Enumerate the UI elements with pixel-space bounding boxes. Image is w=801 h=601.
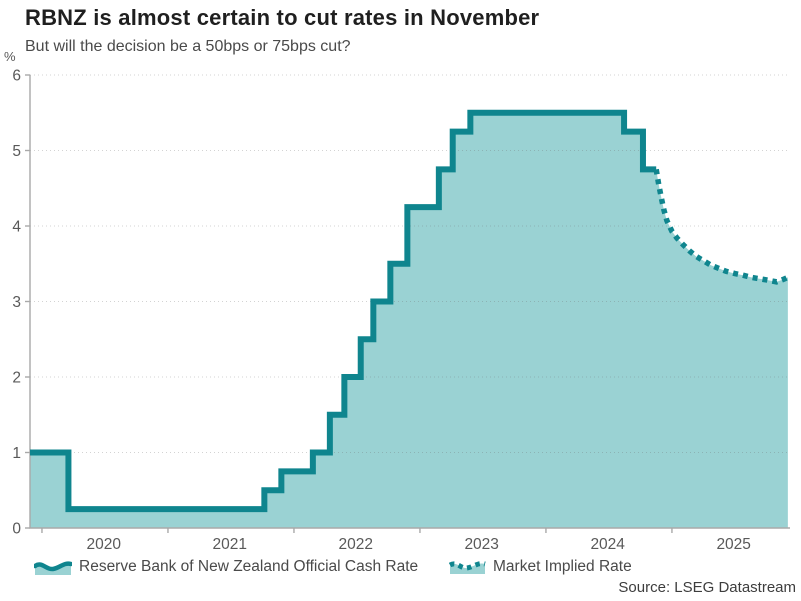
legend-label-ocr: Reserve Bank of New Zealand Official Cas…	[79, 558, 419, 575]
market-implied-dotted-line	[653, 168, 789, 285]
y-tick-label: 1	[12, 445, 21, 462]
legend-label-implied: Market Implied Rate	[493, 558, 632, 575]
implied-series-swatch-icon	[449, 561, 486, 574]
x-tick-label: 2021	[212, 536, 246, 553]
x-tick-label: 2020	[86, 536, 121, 553]
y-tick-label: 0	[12, 521, 21, 538]
y-tick-label: 4	[12, 219, 21, 236]
y-tick-label: 2	[12, 370, 21, 387]
chart-subtitle: But will the decision be a 50bps or 75bp…	[25, 38, 351, 55]
y-tick-label: 3	[12, 294, 21, 311]
ocr-step-line	[30, 109, 657, 513]
legend-item-implied: Market Implied Rate	[449, 557, 632, 577]
source-credit: Source: LSEG Datastream	[618, 579, 796, 596]
chart-title: RBNZ is almost certain to cut rates in N…	[25, 5, 540, 30]
x-tick-label: 2022	[338, 536, 372, 553]
y-axis-unit-label: %	[4, 49, 16, 64]
y-tick-label: 6	[12, 68, 21, 85]
x-tick-label: 2024	[590, 536, 625, 553]
x-tick-label: 2025	[716, 536, 750, 553]
ocr-series-swatch-icon	[34, 560, 72, 575]
legend-item-ocr: Reserve Bank of New Zealand Official Cas…	[34, 557, 418, 577]
x-tick-label: 2023	[464, 536, 498, 553]
y-tick-label: 5	[12, 143, 21, 160]
rate-area-fill	[30, 112, 788, 528]
